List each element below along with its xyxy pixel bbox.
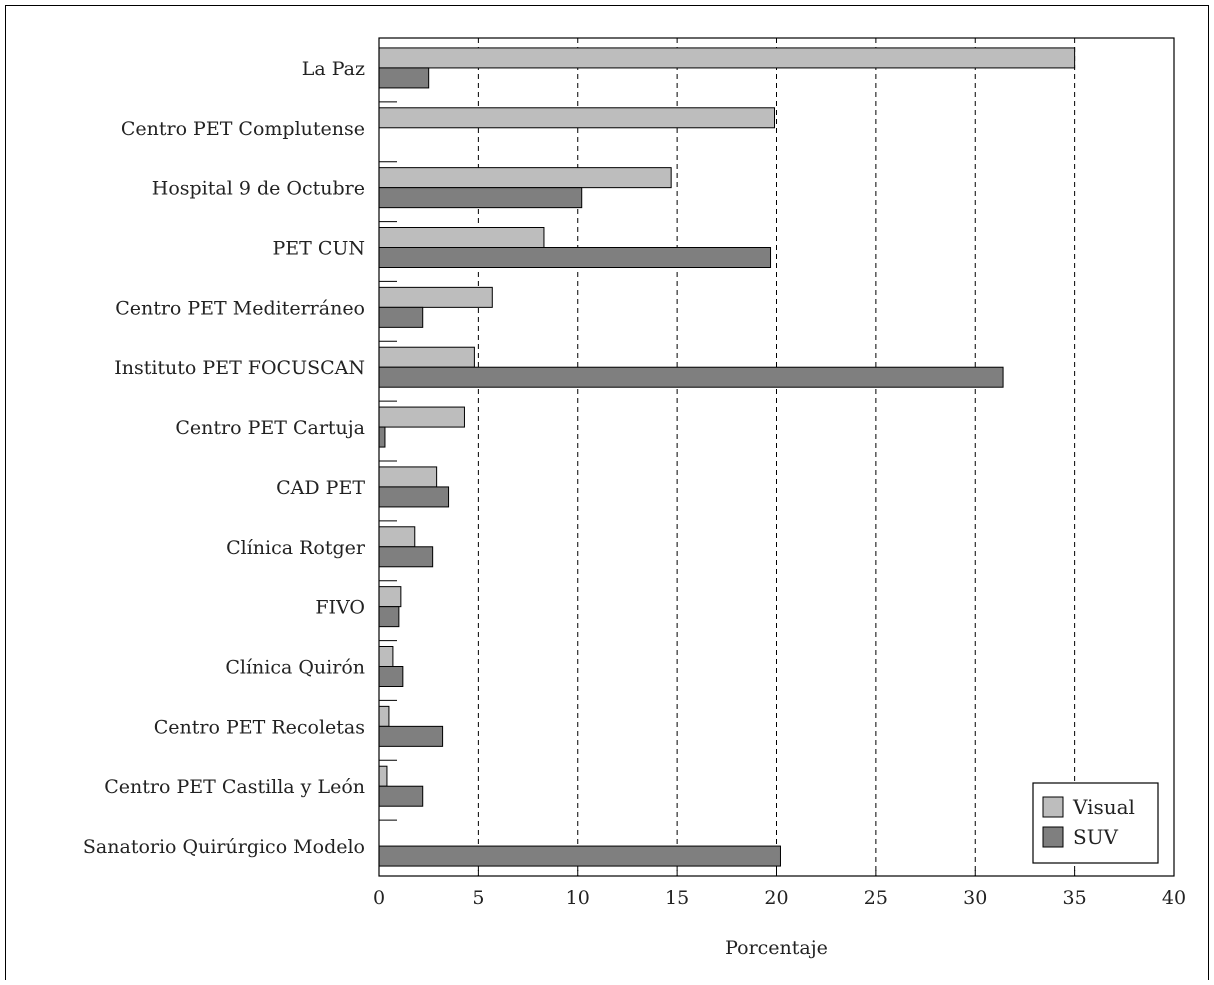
bar-suv-centro-pet-mediterraneo — [378, 306, 424, 328]
grid-lines — [378, 38, 1175, 876]
bar-visual-hospital-9-de-octubre — [378, 167, 672, 189]
category-label-hospital-9-de-octubre: Hospital 9 de Octubre — [152, 178, 365, 200]
x-tick-label-25: 25 — [864, 887, 888, 909]
category-label-centro-pet-complutense: Centro PET Complutense — [121, 118, 365, 140]
legend-swatch-suv — [1042, 826, 1064, 848]
category-label-pet-cun: PET CUN — [272, 238, 365, 260]
bar-visual-centro-pet-cartuja — [378, 406, 465, 428]
bar-visual-centro-pet-complutense — [378, 107, 776, 129]
category-labels: La Paz Centro PET Complutense Hospital 9 d… — [83, 58, 366, 858]
x-tick-label-20: 20 — [764, 887, 788, 909]
x-tick-label-30: 30 — [963, 887, 987, 909]
x-tick-label-0: 0 — [373, 887, 385, 909]
bar-visual-instituto-pet-focuscan — [378, 346, 475, 368]
legend-label-suv: SUV — [1073, 825, 1119, 849]
bar-visual-la-paz — [378, 47, 1076, 69]
category-label-centro-pet-castilla-y-leon: Centro PET Castilla y León — [104, 776, 365, 798]
bar-suv-centro-pet-cartuja — [378, 426, 386, 448]
category-label-instituto-pet-focuscan: Instituto PET FOCUSCAN — [114, 357, 365, 379]
bar-visual-centro-pet-castilla-y-leon — [378, 765, 388, 787]
bar-suv-pet-cun — [378, 247, 772, 268]
bar-suv-cad-pet — [378, 486, 450, 508]
legend-swatch-visual — [1042, 796, 1064, 818]
bar-suv-centro-pet-recoletas — [378, 725, 444, 747]
bar-suv-clinica-rotger — [378, 546, 434, 568]
legend-box — [1032, 782, 1159, 864]
x-tick-label-40: 40 — [1162, 887, 1186, 909]
x-tick-label-10: 10 — [566, 887, 590, 909]
bar-suv-centro-pet-castilla-y-leon — [378, 785, 424, 807]
legend: Visual SUV — [1032, 782, 1159, 864]
x-tick-label-35: 35 — [1063, 887, 1087, 909]
chart-frame — [5, 5, 1209, 980]
bar-visual-centro-pet-mediterraneo — [378, 286, 493, 308]
category-label-la-paz: La Paz — [302, 58, 365, 80]
category-label-fivo: FIVO — [315, 597, 365, 619]
category-label-centro-pet-mediterraneo: Centro PET Mediterráneo — [115, 297, 365, 319]
bar-visual-centro-pet-recoletas — [378, 705, 390, 727]
x-axis-label: Porcentaje — [725, 937, 828, 959]
category-label-cad-pet: CAD PET — [276, 477, 365, 499]
bars — [378, 47, 1076, 867]
bar-suv-la-paz — [378, 67, 430, 89]
category-label-sanatorio-quirurgico-modelo: Sanatorio Quirúrgico Modelo — [83, 836, 365, 858]
category-label-centro-pet-recoletas: Centro PET Recoletas — [154, 716, 365, 738]
bar-visual-cad-pet — [378, 466, 438, 488]
bar-suv-clinica-quiron — [378, 666, 404, 687]
category-label-clinica-rotger: Clínica Rotger — [226, 537, 366, 559]
bar-visual-pet-cun — [378, 227, 545, 248]
category-label-clinica-quiron: Clínica Quirón — [225, 657, 365, 679]
bar-suv-hospital-9-de-octubre — [378, 187, 583, 209]
bar-visual-fivo — [378, 586, 402, 608]
category-label-centro-pet-cartuja: Centro PET Cartuja — [175, 417, 365, 439]
x-tick-labels: 0 5 10 15 20 25 30 35 40 — [373, 887, 1186, 909]
bar-visual-clinica-rotger — [378, 526, 416, 548]
plot-area-border — [378, 37, 1175, 877]
bar-suv-instituto-pet-focuscan — [378, 366, 1004, 388]
x-tick-label-5: 5 — [472, 887, 484, 909]
bar-suv-sanatorio-quirurgico-modelo — [378, 845, 781, 867]
x-tick-label-15: 15 — [665, 887, 689, 909]
bar-suv-fivo — [378, 606, 400, 628]
bar-visual-clinica-quiron — [378, 646, 394, 667]
legend-label-visual: Visual — [1072, 795, 1135, 819]
